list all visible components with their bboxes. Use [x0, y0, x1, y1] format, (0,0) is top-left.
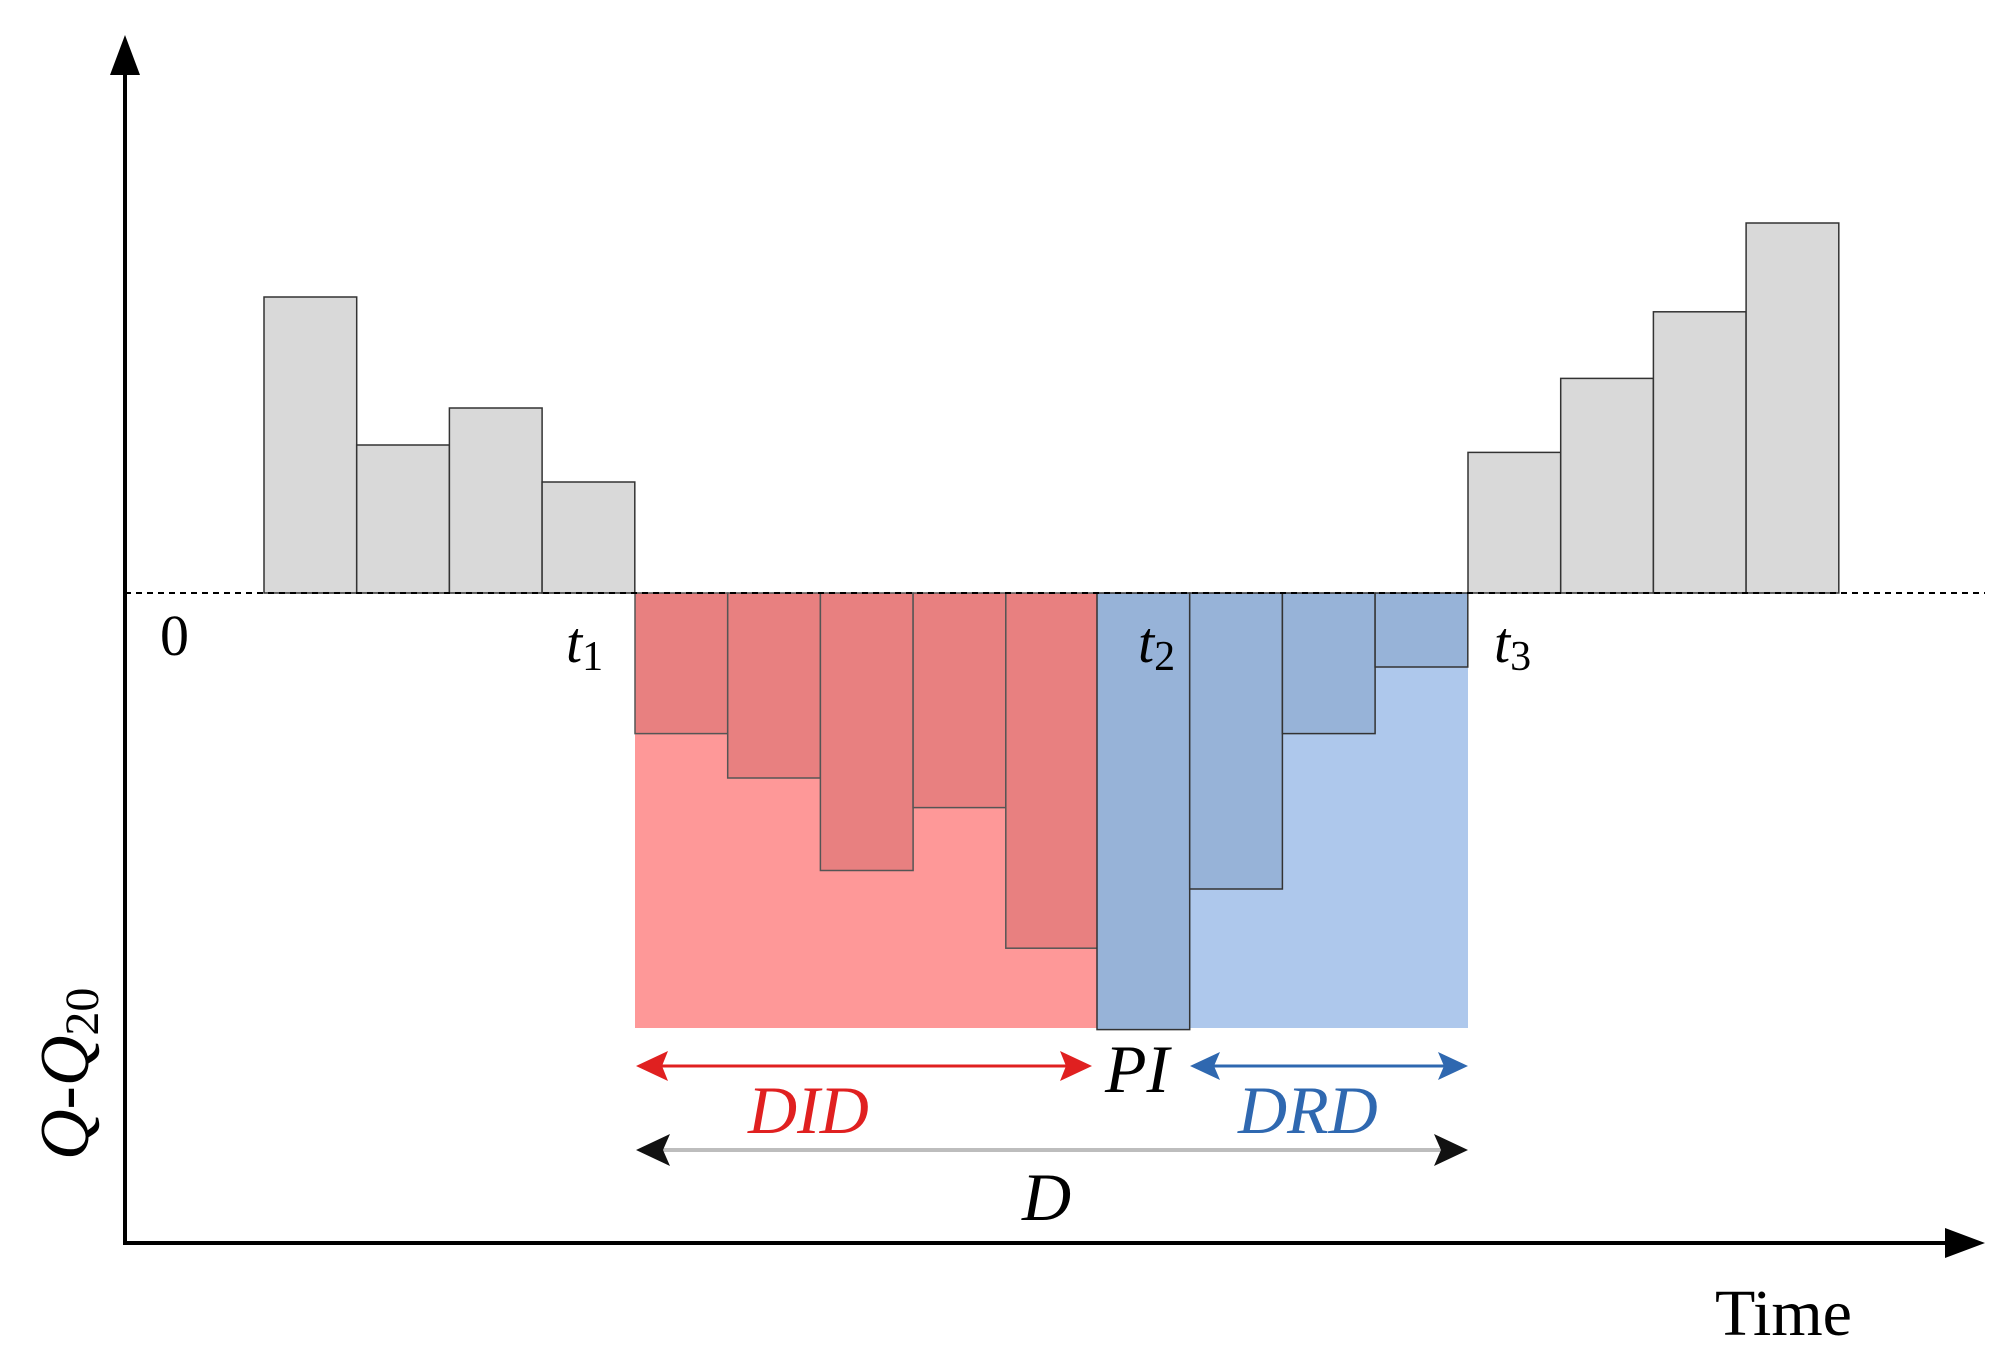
d-span-arrow — [636, 1134, 1468, 1166]
t3-label: t3 — [1494, 610, 1531, 680]
deficit-drd-bar-3 — [1281, 592, 1376, 735]
drd-label: DRD — [1237, 1072, 1378, 1148]
t2-label: t2 — [1138, 610, 1175, 680]
deficit-did-bar-1 — [634, 592, 729, 735]
surplus-after-bar-3 — [1652, 311, 1747, 594]
deficit-drd-bar-1 — [1096, 592, 1191, 1031]
surplus-before-bar-3 — [448, 407, 543, 594]
deficit-did-bar-5 — [1005, 592, 1100, 949]
d-label: D — [1021, 1159, 1071, 1235]
pi-label: PI — [1104, 1031, 1173, 1107]
surplus-after-bar-1 — [1467, 451, 1562, 594]
surplus-before-bar-1 — [263, 296, 358, 594]
bars-group — [263, 222, 1840, 1031]
origin-label: 0 — [160, 603, 189, 668]
y-axis-label: Q-Q20 — [27, 988, 109, 1160]
drd-span-arrow — [1190, 1052, 1468, 1080]
t1-label: t1 — [566, 610, 603, 680]
surplus-after-bar-4 — [1745, 222, 1840, 594]
surplus-after-bar-2 — [1559, 377, 1655, 594]
y-axis-arrowhead — [110, 35, 140, 75]
did-label: DID — [747, 1072, 869, 1148]
deficit-did-bar-2 — [726, 592, 822, 779]
surplus-before-bar-2 — [355, 444, 451, 594]
deficit-did-bar-4 — [912, 592, 1007, 809]
did-span-arrow — [636, 1051, 1092, 1081]
x-axis-arrowhead — [1945, 1228, 1985, 1258]
surplus-before-bar-4 — [541, 481, 636, 594]
deficit-did-bar-3 — [819, 592, 914, 872]
deficit-drd-bar-2 — [1188, 592, 1284, 890]
deficit-drd-bar-4 — [1374, 592, 1469, 668]
x-axis-label: Time — [1715, 1277, 1852, 1350]
